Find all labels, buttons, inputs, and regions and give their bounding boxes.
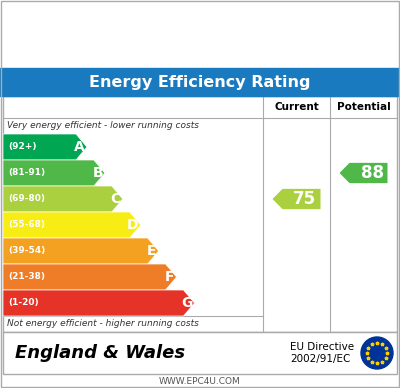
Polygon shape <box>3 160 105 186</box>
Text: Not energy efficient - higher running costs: Not energy efficient - higher running co… <box>7 319 199 329</box>
Text: (92+): (92+) <box>8 142 36 151</box>
Text: 2002/91/EC: 2002/91/EC <box>290 354 350 364</box>
Text: D: D <box>127 218 139 232</box>
Text: B: B <box>92 166 103 180</box>
Text: A: A <box>74 140 85 154</box>
Text: WWW.EPC4U.COM: WWW.EPC4U.COM <box>159 376 241 386</box>
Text: EU Directive: EU Directive <box>290 342 354 352</box>
Text: (55-68): (55-68) <box>8 220 45 229</box>
Text: (69-80): (69-80) <box>8 194 45 203</box>
Bar <box>0 68 400 96</box>
Text: 75: 75 <box>293 190 316 208</box>
Text: (21-38): (21-38) <box>8 272 45 282</box>
Text: Energy Efficiency Rating: Energy Efficiency Rating <box>89 74 311 90</box>
Polygon shape <box>3 186 123 212</box>
Text: E: E <box>147 244 157 258</box>
Polygon shape <box>3 290 194 316</box>
Polygon shape <box>3 134 87 160</box>
Text: England & Wales: England & Wales <box>15 344 185 362</box>
Text: Potential: Potential <box>337 102 390 112</box>
Text: G: G <box>181 296 192 310</box>
Polygon shape <box>340 163 388 183</box>
Text: (81-91): (81-91) <box>8 168 45 177</box>
Polygon shape <box>3 212 141 238</box>
Polygon shape <box>3 264 176 290</box>
Bar <box>3 332 397 374</box>
Polygon shape <box>272 189 320 209</box>
Text: (39-54): (39-54) <box>8 246 45 256</box>
Bar <box>3 96 397 332</box>
Text: Current: Current <box>274 102 319 112</box>
Text: Very energy efficient - lower running costs: Very energy efficient - lower running co… <box>7 121 199 130</box>
Text: (1-20): (1-20) <box>8 298 39 308</box>
Polygon shape <box>3 238 159 264</box>
Circle shape <box>361 337 393 369</box>
Text: C: C <box>110 192 121 206</box>
Text: F: F <box>165 270 174 284</box>
Text: 88: 88 <box>360 164 384 182</box>
